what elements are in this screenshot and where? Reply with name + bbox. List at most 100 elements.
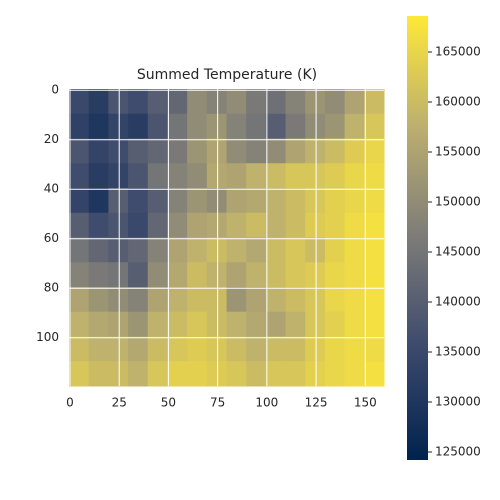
heat-cell: [206, 262, 227, 288]
heat-cell: [265, 237, 287, 263]
heat-cell: [265, 287, 287, 313]
heat-cell: [187, 163, 208, 189]
heat-cell: [344, 262, 365, 288]
heat-cell: [364, 336, 385, 362]
heat-cell: [167, 336, 188, 362]
heat-cell: [128, 336, 149, 362]
heat-cell: [167, 163, 188, 189]
heat-cell: [344, 336, 365, 362]
heat-cell: [246, 163, 267, 189]
heat-cell: [344, 212, 365, 238]
heat-cell: [147, 163, 168, 189]
heat-cell: [226, 262, 247, 288]
heat-cell: [246, 237, 267, 263]
heat-cell: [147, 138, 168, 164]
heat-cell: [226, 113, 247, 139]
heat-cell: [206, 163, 227, 189]
colorbar: [407, 16, 428, 460]
heat-cell: [324, 188, 346, 214]
colorbar-tick-label: 150000: [435, 195, 481, 209]
y-tick-label: 20: [44, 132, 59, 146]
heat-cell: [69, 188, 90, 214]
heat-cell: [226, 361, 247, 387]
heat-cell: [206, 89, 227, 115]
heat-cell: [128, 237, 149, 263]
heat-cell: [69, 113, 90, 139]
heat-cell: [128, 113, 149, 139]
heat-cell: [305, 138, 326, 164]
heat-cell: [88, 237, 109, 263]
heat-cell: [305, 212, 326, 238]
heat-cell: [167, 262, 188, 288]
heat-cell: [187, 89, 208, 115]
heat-cell: [226, 311, 247, 337]
heat-cell: [344, 311, 365, 337]
heat-cell: [364, 287, 385, 313]
heat-cell: [344, 163, 365, 189]
heat-cell: [88, 336, 109, 362]
heat-cell: [324, 89, 346, 115]
heat-cell: [226, 89, 247, 115]
heat-cell: [147, 262, 168, 288]
heat-cell: [324, 163, 346, 189]
heat-cell: [285, 89, 306, 115]
heat-cell: [344, 188, 365, 214]
heat-cell: [147, 361, 168, 387]
heat-cell: [69, 212, 90, 238]
heat-cell: [265, 361, 287, 387]
heat-cell: [344, 287, 365, 313]
heat-cell: [364, 262, 385, 288]
heat-cell: [265, 311, 287, 337]
heat-cell: [167, 287, 188, 313]
heat-cell: [128, 89, 149, 115]
heat-cell: [88, 138, 109, 164]
heat-cell: [187, 212, 208, 238]
heat-cell: [246, 262, 267, 288]
heat-cell: [265, 113, 287, 139]
x-tick-label: 125: [305, 396, 328, 410]
heat-cell: [324, 237, 346, 263]
y-tick-label: 40: [44, 182, 59, 196]
heat-cell: [285, 336, 306, 362]
heat-cell: [88, 361, 109, 387]
heat-cell: [167, 89, 188, 115]
heat-cell: [108, 311, 129, 337]
heat-cell: [324, 311, 346, 337]
heat-cell: [108, 212, 129, 238]
heat-cell: [226, 163, 247, 189]
heat-cell: [285, 212, 306, 238]
heat-cell: [246, 361, 267, 387]
heat-cell: [226, 237, 247, 263]
y-tick-label: 60: [44, 231, 59, 245]
heat-cell: [69, 361, 90, 387]
heat-cell: [285, 237, 306, 263]
heat-cell: [305, 262, 326, 288]
heat-cell: [128, 188, 149, 214]
heat-cell: [285, 113, 306, 139]
heat-cell: [285, 138, 306, 164]
heat-cell: [69, 163, 90, 189]
heat-cell: [246, 188, 267, 214]
heat-cell: [364, 188, 385, 214]
heat-cell: [246, 311, 267, 337]
heat-cell: [147, 188, 168, 214]
heat-cell: [305, 237, 326, 263]
y-tick-label: 80: [44, 281, 59, 295]
heat-cell: [305, 336, 326, 362]
heat-cell: [88, 212, 109, 238]
heat-cell: [364, 361, 385, 387]
heat-cell: [246, 113, 267, 139]
heat-cell: [305, 89, 326, 115]
heat-cell: [108, 188, 129, 214]
heat-cell: [324, 212, 346, 238]
colorbar-tick-label: 125000: [435, 445, 481, 459]
heat-cell: [128, 138, 149, 164]
colorbar-tick-label: 155000: [435, 145, 481, 159]
heat-cell: [128, 262, 149, 288]
heat-cell: [344, 361, 365, 387]
heat-cell: [108, 336, 129, 362]
heat-cell: [265, 138, 287, 164]
heat-cell: [69, 262, 90, 288]
heat-cell: [305, 361, 326, 387]
heat-cell: [187, 113, 208, 139]
